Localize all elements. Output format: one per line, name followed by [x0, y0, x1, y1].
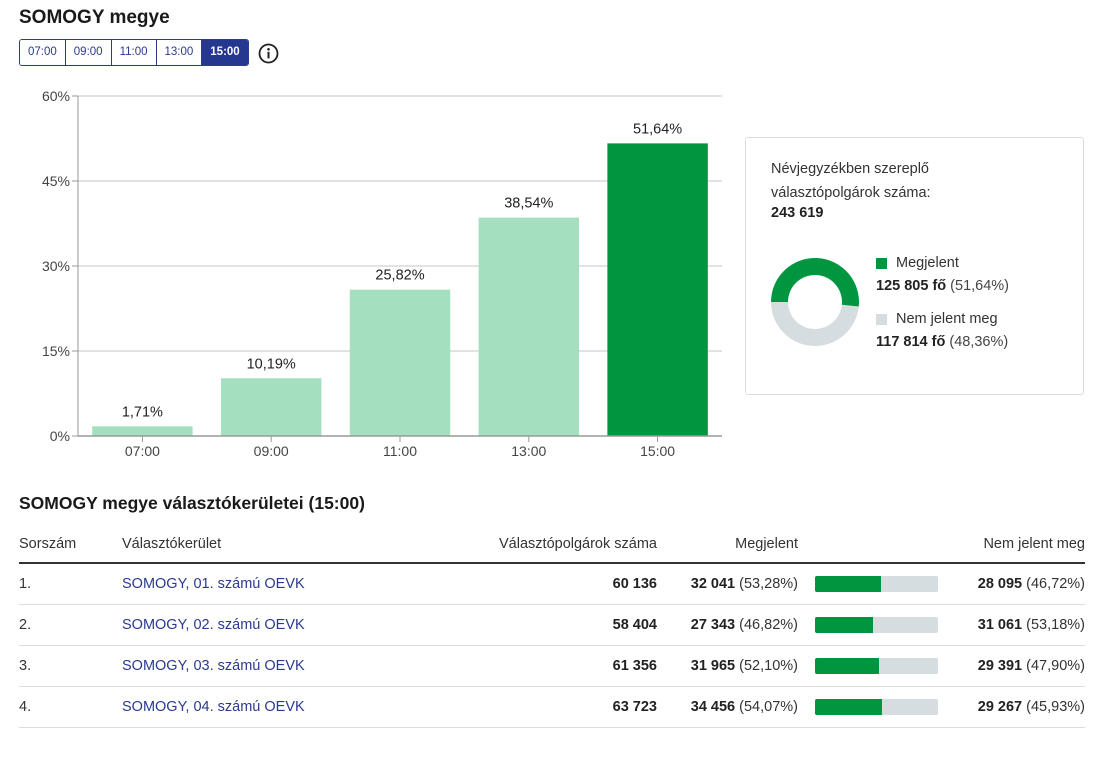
turnout-bar-fill: [815, 698, 882, 715]
row-voters: 61 356: [372, 645, 657, 687]
bar-value-label: 25,82%: [375, 268, 424, 284]
bar-1300: [478, 217, 580, 436]
row-present-count: 31 965: [690, 657, 736, 674]
row-absent-count: 29 391: [977, 657, 1023, 674]
turnout-bar: [815, 575, 938, 592]
bar-0900: [220, 378, 322, 436]
table-row: 1. SOMOGY, 01. számú OEVK 60 136 32 041 …: [19, 563, 1085, 605]
col-name: Választókerület: [122, 525, 372, 564]
row-absent-count: 31 061: [977, 616, 1023, 633]
y-tick-label: 45%: [42, 173, 70, 189]
page-title: SOMOGY megye: [19, 7, 170, 28]
chart-bars: 1,71% 10,19% 25,82% 38,54% 51,64%: [92, 121, 708, 436]
district-link[interactable]: SOMOGY, 02. számú OEVK: [122, 616, 305, 633]
col-absent: Nem jelent meg: [938, 525, 1085, 564]
bar-1100: [349, 289, 451, 436]
col-present: Megjelent: [657, 525, 798, 564]
present-label: Megjelent: [896, 255, 959, 271]
time-tabs: 07:00 09:00 11:00 13:00 15:00: [19, 39, 249, 66]
x-tick-label: 15:00: [640, 443, 675, 459]
row-absent-count: 28 095: [977, 575, 1023, 592]
x-tick-label: 09:00: [254, 443, 289, 459]
row-present-pct: (54,07%): [739, 698, 798, 715]
districts-table: Sorszám Választókerület Választópolgárok…: [19, 525, 1085, 728]
row-present-pct: (53,28%): [739, 575, 798, 592]
present-count: 125 805 fő: [876, 278, 947, 294]
absent-pct: (48,36%): [949, 334, 1009, 350]
turnout-bar-fill: [815, 616, 873, 633]
turnout-bar-chart: 0% 15% 30% 45% 60% 1,71% 10,19% 25,82% 38,54% 51…: [42, 88, 722, 459]
absent-swatch: [876, 313, 887, 325]
table-row: 4. SOMOGY, 04. számú OEVK 63 723 34 456 …: [19, 686, 1085, 728]
row-present-count: 34 456: [690, 698, 736, 715]
present-swatch: [876, 257, 887, 269]
table-row: 2. SOMOGY, 02. számú OEVK 58 404 27 343 …: [19, 604, 1085, 646]
bar-0700: [92, 426, 193, 436]
x-tick-label: 11:00: [383, 443, 417, 459]
bar-value-label: 51,64%: [633, 121, 682, 137]
donut-present-slice: [771, 258, 859, 307]
district-link[interactable]: SOMOGY, 04. számú OEVK: [122, 698, 305, 715]
row-voters: 60 136: [372, 563, 657, 605]
districts-title: SOMOGY megye választókerületei (15:00): [19, 493, 365, 513]
bar-1500: [607, 143, 708, 436]
row-present-count: 27 343: [690, 616, 736, 633]
turnout-bar: [815, 698, 938, 715]
row-present-pct: (52,10%): [739, 657, 798, 674]
row-voters: 58 404: [372, 604, 657, 646]
turnout-bar: [815, 616, 938, 633]
legend-absent: Nem jelent meg 117 814 fő (48,36%): [876, 308, 1008, 354]
bar-value-label: 38,54%: [504, 196, 553, 212]
chart-x-ticks: 07:00 09:00 11:00 13:00 15:00: [78, 435, 722, 459]
turnout-bar-fill: [815, 575, 881, 592]
chart-y-ticks: 0% 15% 30% 45% 60%: [42, 88, 79, 444]
y-tick-label: 0%: [50, 428, 70, 444]
col-index: Sorszám: [19, 525, 122, 564]
x-tick-label: 07:00: [125, 443, 160, 459]
row-absent-pct: (53,18%): [1026, 616, 1085, 633]
registered-voters-total: 243 619: [771, 205, 824, 221]
bar-value-label: 10,19%: [247, 356, 296, 372]
y-tick-label: 15%: [42, 343, 70, 359]
col-voters: Választópolgárok száma: [372, 525, 657, 564]
tab-0700[interactable]: 07:00: [20, 40, 66, 65]
row-present-pct: (46,82%): [739, 616, 798, 633]
table-row: 3. SOMOGY, 03. számú OEVK 61 356 31 965 …: [19, 645, 1085, 687]
row-absent-pct: (45,93%): [1026, 698, 1085, 715]
col-bar: [798, 525, 938, 564]
row-present-count: 32 041: [690, 575, 736, 592]
present-pct: (51,64%): [950, 278, 1010, 294]
row-absent-pct: (47,90%): [1026, 657, 1085, 674]
row-index: 4.: [19, 686, 122, 728]
turnout-donut: [771, 258, 859, 346]
x-tick-label: 13:00: [511, 443, 546, 459]
row-index: 1.: [19, 563, 122, 605]
absent-count: 117 814 fő: [876, 334, 946, 350]
row-absent-count: 29 267: [977, 698, 1023, 715]
row-index: 2.: [19, 604, 122, 646]
summary-card: Névjegyzékben szereplő választópolgárok …: [745, 137, 1084, 395]
district-link[interactable]: SOMOGY, 03. számú OEVK: [122, 657, 305, 674]
tab-1100[interactable]: 11:00: [111, 40, 157, 65]
tab-1500[interactable]: 15:00: [202, 40, 248, 65]
registered-voters-label: Névjegyzékben szereplő választópolgárok …: [771, 161, 931, 201]
turnout-bar-fill: [815, 657, 880, 674]
row-voters: 63 723: [372, 686, 657, 728]
tab-0900[interactable]: 09:00: [65, 40, 112, 65]
bar-value-label: 1,71%: [122, 404, 163, 420]
row-index: 3.: [19, 645, 122, 687]
donut-absent-slice: [771, 302, 859, 346]
y-tick-label: 60%: [42, 88, 70, 104]
tab-1300[interactable]: 13:00: [156, 40, 203, 65]
info-icon[interactable]: [258, 43, 279, 64]
row-absent-pct: (46,72%): [1026, 575, 1085, 592]
table-header-row: Sorszám Választókerület Választópolgárok…: [19, 525, 1085, 564]
turnout-bar: [815, 657, 938, 674]
absent-label: Nem jelent meg: [896, 311, 998, 327]
district-link[interactable]: SOMOGY, 01. számú OEVK: [122, 575, 305, 592]
y-tick-label: 30%: [42, 258, 70, 274]
legend-present: Megjelent 125 805 fő (51,64%): [876, 252, 1009, 298]
